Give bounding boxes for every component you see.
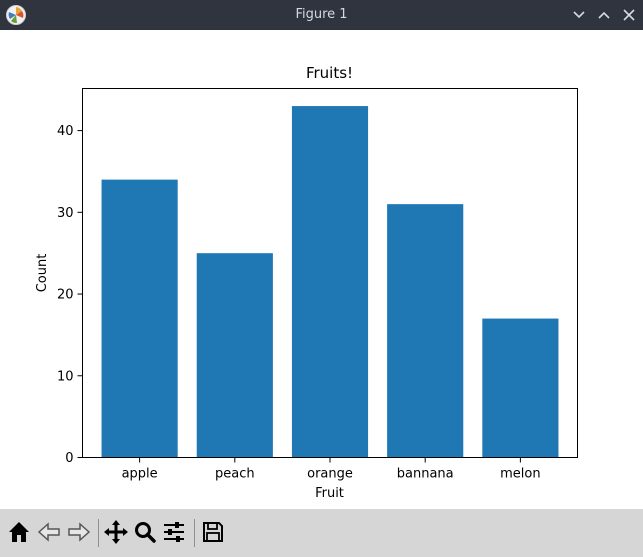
toolbar-separator <box>194 519 195 547</box>
y-tick-label: 40 <box>57 124 74 139</box>
maximize-button[interactable] <box>596 7 612 23</box>
y-tick-label: 20 <box>57 288 74 303</box>
x-axis-label: Fruit <box>315 486 344 501</box>
x-tick-label: peach <box>215 467 255 482</box>
bar-peach <box>196 253 273 458</box>
y-tick-label: 0 <box>65 451 73 466</box>
subplots-config-icon <box>164 522 184 542</box>
save-button[interactable] <box>200 519 226 545</box>
y-tick-label: 10 <box>57 369 74 384</box>
configure-subplots-button[interactable] <box>161 519 187 545</box>
navigation-toolbar <box>0 509 643 557</box>
x-tick-label: apple <box>122 467 158 482</box>
window-title: Figure 1 <box>295 7 348 22</box>
zoom-magnifier-icon <box>135 522 156 543</box>
chevron-up-icon <box>598 11 610 19</box>
forward-arrow-icon <box>68 522 91 542</box>
matplotlib-app-icon <box>6 5 26 25</box>
x-tick-label: melon <box>500 467 540 482</box>
y-tick-label: 30 <box>57 206 74 221</box>
title-bar[interactable]: Figure 1 <box>0 0 643 30</box>
close-button[interactable] <box>621 7 637 23</box>
pan-move-icon <box>104 520 128 544</box>
back-arrow-icon <box>37 522 60 542</box>
bar-chart: Fruits! 0 10 20 30 40 apple peach orange bannan… <box>35 64 578 501</box>
home-button[interactable] <box>6 519 32 545</box>
home-icon <box>9 522 29 542</box>
bar-bannana <box>387 204 464 458</box>
y-axis-label: Count <box>35 254 50 293</box>
minimize-button[interactable] <box>571 7 587 23</box>
x-tick-label: bannana <box>397 467 454 482</box>
save-floppy-icon <box>203 522 223 542</box>
bar-melon <box>482 318 559 458</box>
close-icon <box>623 9 635 21</box>
chevron-down-icon <box>573 11 585 19</box>
x-tick-label: orange <box>307 467 353 482</box>
chart-title: Fruits! <box>306 64 353 82</box>
figure-canvas[interactable]: Fruits! 0 10 20 30 40 apple peach orange bannan… <box>0 30 643 509</box>
back-button[interactable] <box>36 519 62 545</box>
toolbar-separator <box>98 519 99 547</box>
bar-orange <box>291 106 369 458</box>
zoom-button[interactable] <box>132 519 158 545</box>
forward-button[interactable] <box>66 519 92 545</box>
bar-apple <box>101 179 178 458</box>
pan-button[interactable] <box>103 519 129 545</box>
